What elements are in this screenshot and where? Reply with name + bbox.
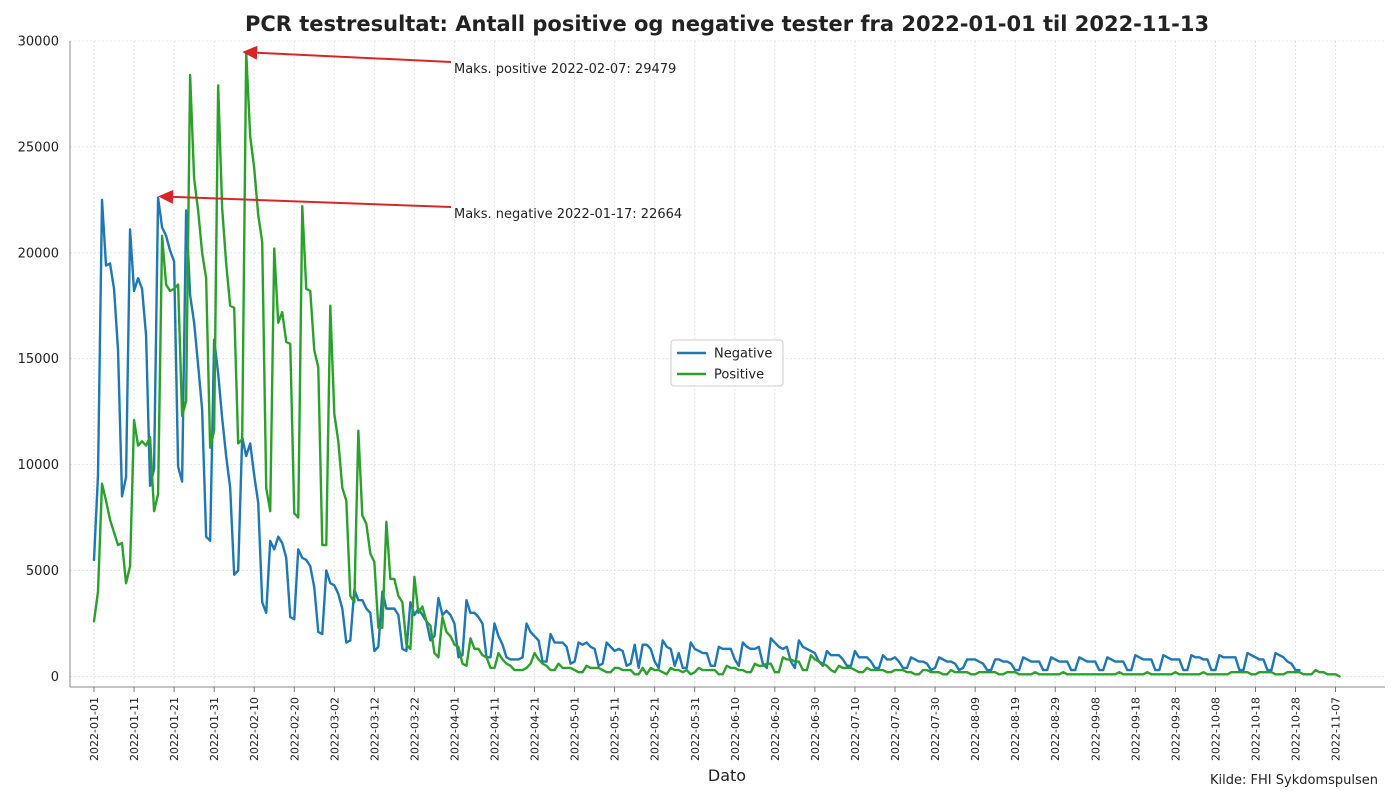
annotation-arrow-head bbox=[158, 189, 174, 204]
x-tick-label: 2022-01-31 bbox=[208, 697, 221, 761]
x-tick-label: 2022-04-21 bbox=[529, 697, 542, 761]
legend-label: Negative bbox=[714, 347, 772, 362]
x-tick-label: 2022-05-11 bbox=[609, 697, 622, 761]
axes: 0 5000 10000 15000 20000 25000 30000 2022-01-01… bbox=[18, 35, 1385, 761]
annotation-arrow-head bbox=[242, 45, 258, 60]
series-line-negative bbox=[92, 196, 1301, 672]
x-tick-label: 2022-02-20 bbox=[288, 697, 301, 761]
series-line-positive bbox=[92, 50, 1341, 678]
x-tick-label: 2022-03-22 bbox=[408, 697, 421, 761]
annotation-label: Maks. negative 2022-01-17: 22664 bbox=[454, 207, 682, 222]
source-note: Kilde: FHI Sykdomspulsen bbox=[1210, 773, 1378, 788]
x-tick-label: 2022-06-20 bbox=[769, 697, 782, 761]
x-tick-label: 2022-10-08 bbox=[1209, 697, 1222, 761]
x-tick-label: 2022-05-01 bbox=[569, 697, 582, 761]
x-tick-label: 2022-05-21 bbox=[649, 697, 662, 761]
x-tick-label: 2022-04-11 bbox=[489, 697, 502, 761]
x-tick-label: 2022-01-11 bbox=[128, 697, 141, 761]
x-axis-label: Dato bbox=[708, 766, 746, 785]
y-tick-label: 5000 bbox=[26, 564, 59, 579]
y-tick-label: 0 bbox=[51, 670, 59, 685]
x-tick-label: 2022-01-01 bbox=[88, 697, 101, 761]
annotation-arrow-line bbox=[257, 51, 452, 63]
y-tick-label: 15000 bbox=[18, 352, 59, 367]
series-lines bbox=[92, 50, 1341, 678]
y-tick-label: 30000 bbox=[18, 35, 59, 50]
annotations: Maks. positive 2022-02-07: 29479 Maks. ne… bbox=[158, 45, 682, 222]
x-tick-label: 2022-09-08 bbox=[1089, 697, 1102, 761]
x-tick-label: 2022-08-09 bbox=[969, 697, 982, 761]
x-tick-label: 2022-09-18 bbox=[1129, 697, 1142, 761]
x-tick-label: 2022-01-21 bbox=[168, 697, 181, 761]
x-tick-label: 2022-08-19 bbox=[1009, 697, 1022, 761]
legend-label: Positive bbox=[714, 368, 764, 383]
y-tick-label: 20000 bbox=[18, 246, 59, 261]
x-tick-label: 2022-07-30 bbox=[929, 697, 942, 761]
x-tick-label: 2022-02-10 bbox=[248, 697, 261, 761]
x-tick-label: 2022-11-07 bbox=[1330, 697, 1343, 761]
x-tick-label: 2022-07-10 bbox=[849, 697, 862, 761]
x-tick-label: 2022-05-31 bbox=[689, 697, 702, 761]
x-tick-label: 2022-06-10 bbox=[729, 697, 742, 761]
x-tick-label: 2022-07-20 bbox=[889, 697, 902, 761]
x-tick-label: 2022-10-28 bbox=[1290, 697, 1303, 761]
y-tick-label: 25000 bbox=[18, 140, 59, 155]
x-tick-label: 2022-04-01 bbox=[448, 697, 461, 761]
x-tick-label: 2022-03-12 bbox=[368, 697, 381, 761]
chart-title: PCR testresultat: Antall positive og neg… bbox=[245, 12, 1209, 36]
annotation-arrow-line bbox=[173, 195, 452, 208]
x-tick-label: 2022-08-29 bbox=[1049, 697, 1062, 761]
x-tick-label: 2022-09-28 bbox=[1169, 697, 1182, 761]
annotation-label: Maks. positive 2022-02-07: 29479 bbox=[454, 62, 676, 77]
x-tick-label: 2022-10-18 bbox=[1249, 697, 1262, 761]
legend: Negative Positive bbox=[670, 339, 784, 387]
x-tick-label: 2022-06-30 bbox=[809, 697, 822, 761]
x-tick-label: 2022-03-02 bbox=[328, 697, 341, 761]
y-tick-label: 10000 bbox=[18, 458, 59, 473]
